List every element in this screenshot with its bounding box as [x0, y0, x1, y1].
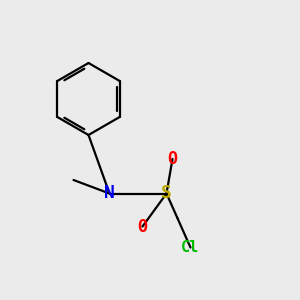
Text: O: O	[137, 218, 148, 236]
Text: S: S	[161, 184, 172, 202]
Text: O: O	[167, 150, 178, 168]
Text: Cl: Cl	[182, 240, 200, 255]
Text: N: N	[104, 184, 115, 202]
